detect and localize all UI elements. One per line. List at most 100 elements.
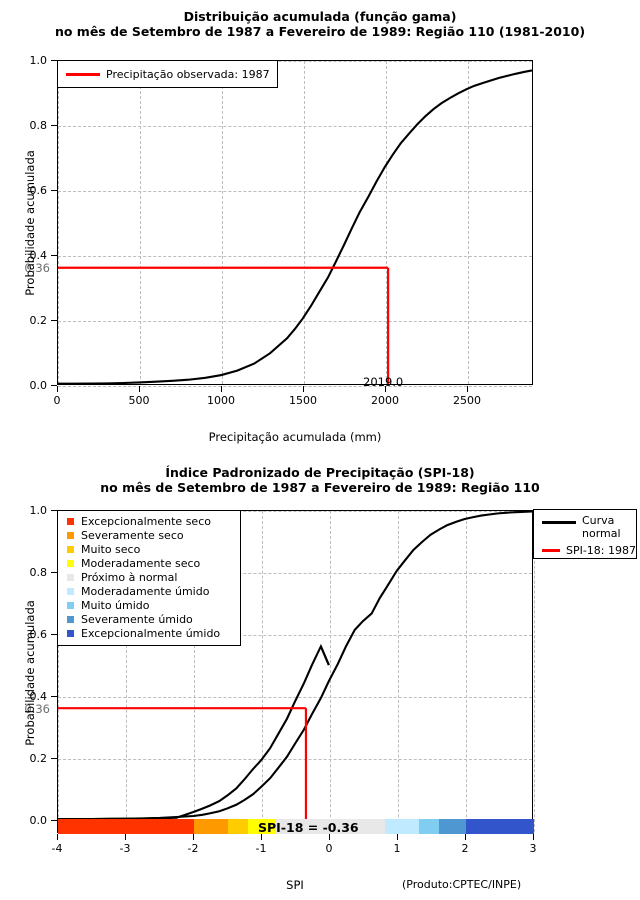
normal-cdf-curve-upper	[319, 645, 330, 666]
top-highlight-y-label: 0.36	[24, 261, 50, 275]
gridline-horizontal	[58, 61, 532, 62]
colorbar-segment-moderadamente-umido	[385, 819, 419, 834]
colorbar-segment-excepcionalmente-seco	[58, 819, 194, 834]
bottom-highlight-y-label: 0.36	[24, 702, 50, 716]
colorbar-segment-muito-umido	[419, 819, 439, 834]
ytick-label: 0.2	[29, 752, 48, 765]
ytick-label: 0.8	[29, 566, 48, 579]
colorbar-segment-excepcionalmente-umido	[466, 819, 534, 834]
xtick-mark	[221, 386, 222, 392]
legend-swatch-moderadamente-seco-icon	[67, 559, 74, 567]
legend-label-spi-1987: SPI-18: 1987	[565, 543, 636, 557]
xtick-label: -3	[119, 842, 131, 855]
ytick-mark	[51, 820, 57, 821]
xtick-mark	[57, 386, 58, 392]
colorbar-segment-severamente-umido	[439, 819, 466, 834]
gridline-vertical	[194, 511, 195, 832]
xtick-mark	[533, 834, 534, 840]
bottom-curve-svg	[58, 511, 532, 821]
legend-label-category: Moderadamente úmido	[81, 584, 210, 598]
xtick-mark	[57, 834, 58, 840]
gridline-vertical	[304, 61, 305, 384]
colorbar-segment-proximo-a-normal	[276, 819, 385, 834]
bottom-chart-category-legend: Excepcionalmente seco Severamente seco M…	[57, 510, 241, 646]
top-curve-svg	[58, 69, 532, 384]
xtick-label: 1	[393, 842, 401, 855]
legend-label-category: Próximo à normal	[81, 570, 178, 584]
legend-row-curva-normal: Curva normal	[534, 514, 636, 542]
xtick-label: 0	[325, 842, 333, 855]
legend-label-category: Muito seco	[81, 542, 141, 556]
gamma-cdf-curve	[58, 69, 532, 384]
bottom-plot-area: Excepcionalmente seco Severamente seco M…	[57, 510, 535, 835]
ytick-mark	[51, 190, 57, 191]
gridline-horizontal	[58, 635, 532, 636]
legend-swatch-proximo-a-normal-icon	[67, 573, 74, 581]
bottom-chart-title: Índice Padronizado de Precipitação (SPI-…	[0, 465, 640, 495]
xtick-label: -1	[255, 842, 267, 855]
xtick-label: 0	[53, 394, 61, 407]
top-chart-title-line2: no mês de Setembro de 1987 a Fevereiro d…	[54, 24, 586, 39]
top-chart-panel: Distribuição acumulada (função gama) no …	[23, 9, 586, 444]
gridline-horizontal	[58, 126, 532, 127]
colorbar-value-label: SPI-18 = -0.36	[258, 820, 359, 835]
ytick-mark	[51, 758, 57, 759]
gridline-vertical	[222, 61, 223, 384]
bottom-chart-panel: Índice Padronizado de Precipitação (SPI-…	[0, 450, 640, 900]
gridline-vertical	[58, 61, 59, 384]
legend-swatch-excepcionalmente-seco-icon	[67, 517, 74, 525]
top-chart-title-line1: Distribuição acumulada (função gama)	[183, 9, 457, 24]
gridline-vertical	[126, 511, 127, 832]
legend-label-curva-normal-line1: Curva	[582, 514, 615, 527]
xtick-label: 2	[461, 842, 469, 855]
gridline-vertical	[468, 61, 469, 384]
legend-row-category: Severamente úmido	[58, 612, 240, 626]
ytick-mark	[51, 125, 57, 126]
ytick-mark	[51, 696, 57, 697]
colorbar-segment-severamente-seco	[194, 819, 228, 834]
legend-label-category: Severamente úmido	[81, 612, 193, 626]
legend-label-category: Excepcionalmente úmido	[81, 626, 221, 640]
gridline-horizontal	[58, 256, 532, 257]
gridline-horizontal	[58, 759, 532, 760]
legend-line-red-icon	[66, 72, 100, 76]
legend-row-category: Moderadamente úmido	[58, 584, 240, 598]
bottom-chart-series-legend: Curva normal SPI-18: 1987	[533, 509, 637, 559]
ytick-mark	[51, 385, 57, 386]
gridline-horizontal	[58, 511, 532, 512]
gridline-vertical	[58, 511, 59, 832]
ytick-label: 0.0	[29, 814, 48, 827]
xtick-label: 2500	[453, 394, 481, 407]
legend-row-category: Excepcionalmente úmido	[58, 626, 240, 640]
legend-row-category: Muito úmido	[58, 598, 240, 612]
ytick-label: 0.4	[29, 249, 48, 262]
ytick-label: 1.0	[29, 504, 48, 517]
legend-row-spi-1987: SPI-18: 1987	[534, 542, 636, 558]
gridline-horizontal	[58, 321, 532, 322]
ytick-label: 1.0	[29, 54, 48, 67]
xtick-label: 500	[128, 394, 150, 407]
xtick-mark	[139, 386, 140, 392]
bottom-yaxis-label: Probabilidade acumulada	[23, 600, 37, 746]
gridline-vertical	[140, 61, 141, 384]
xtick-label: 1000	[207, 394, 235, 407]
legend-line-red-icon	[542, 548, 560, 552]
gridline-vertical	[262, 511, 263, 832]
xtick-mark	[193, 834, 194, 840]
top-xaxis-label: Precipitação acumulada (mm)	[208, 430, 382, 444]
top-yaxis-label: Probabilidade acumulada	[23, 150, 37, 296]
legend-swatch-severamente-umido-icon	[67, 615, 74, 623]
ytick-mark	[51, 255, 57, 256]
legend-row-category: Severamente seco	[58, 528, 240, 542]
xtick-mark	[125, 834, 126, 840]
ytick-label: 0.4	[29, 690, 48, 703]
legend-line-black-icon	[542, 521, 576, 524]
xtick-mark	[467, 386, 468, 392]
legend-row-category: Próximo à normal	[58, 570, 240, 584]
xtick-mark	[329, 834, 330, 840]
product-credit: (Produto:CPTEC/INPE)	[402, 878, 522, 891]
ytick-label: 0.6	[29, 628, 48, 641]
xtick-mark	[397, 834, 398, 840]
xtick-label: 2000	[371, 394, 399, 407]
legend-swatch-excepcionalmente-umido-icon	[67, 629, 74, 637]
